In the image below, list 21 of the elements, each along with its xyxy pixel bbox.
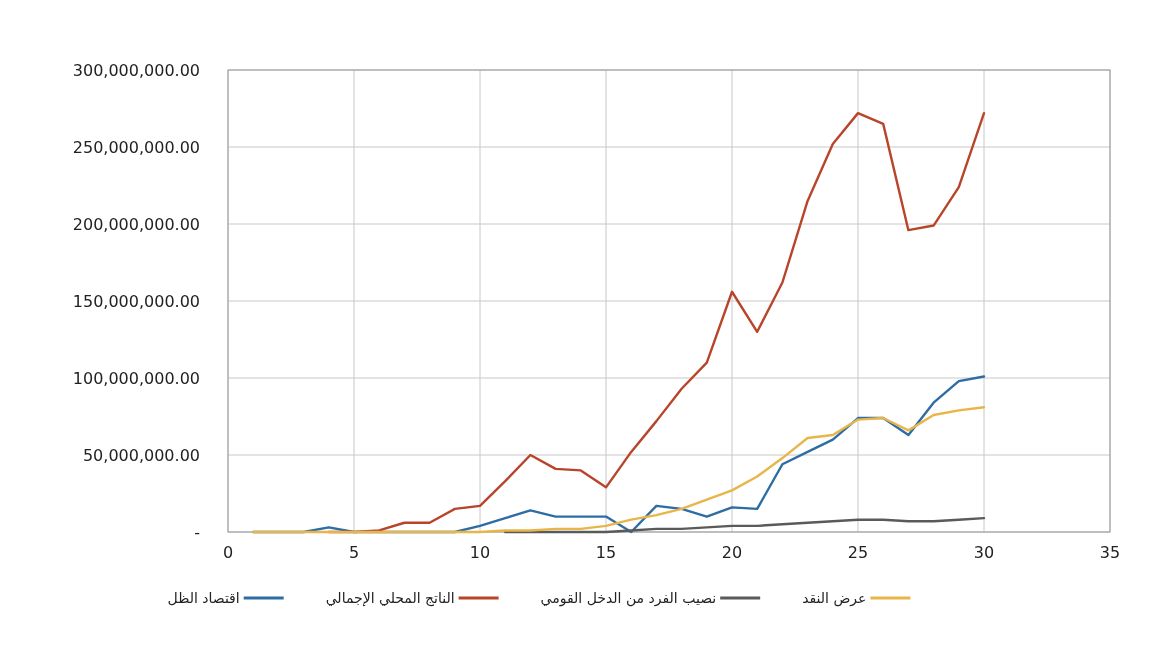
y-tick-label: 300,000,000.00: [72, 61, 200, 80]
legend-label: نصيب الفرد من الدخل القومي: [540, 590, 717, 607]
x-tick-label: 25: [847, 543, 869, 562]
y-tick-label: 250,000,000.00: [72, 138, 200, 157]
y-tick-label: 50,000,000.00: [82, 446, 200, 465]
legend-label: اقتصاد الظل: [167, 590, 240, 606]
x-tick-label: 35: [1099, 543, 1121, 562]
x-tick-label: 30: [973, 543, 995, 562]
x-tick-label: 15: [595, 543, 617, 562]
y-tick-label: -: [194, 523, 200, 542]
legend-label: الناتج المحلي الإجمالي: [325, 590, 455, 607]
x-tick-label: 0: [222, 543, 234, 562]
line-series: [252, 406, 986, 534]
x-tick-label: 10: [469, 543, 491, 562]
y-tick-label: 200,000,000.00: [72, 215, 200, 234]
x-tick-label: 20: [721, 543, 743, 562]
y-tick-label: 100,000,000.00: [72, 369, 200, 388]
x-tick-label: 5: [348, 543, 360, 562]
y-tick-label: 150,000,000.00: [72, 292, 200, 311]
line-series: [504, 516, 986, 534]
legend-label: عرض النقد: [802, 590, 867, 607]
